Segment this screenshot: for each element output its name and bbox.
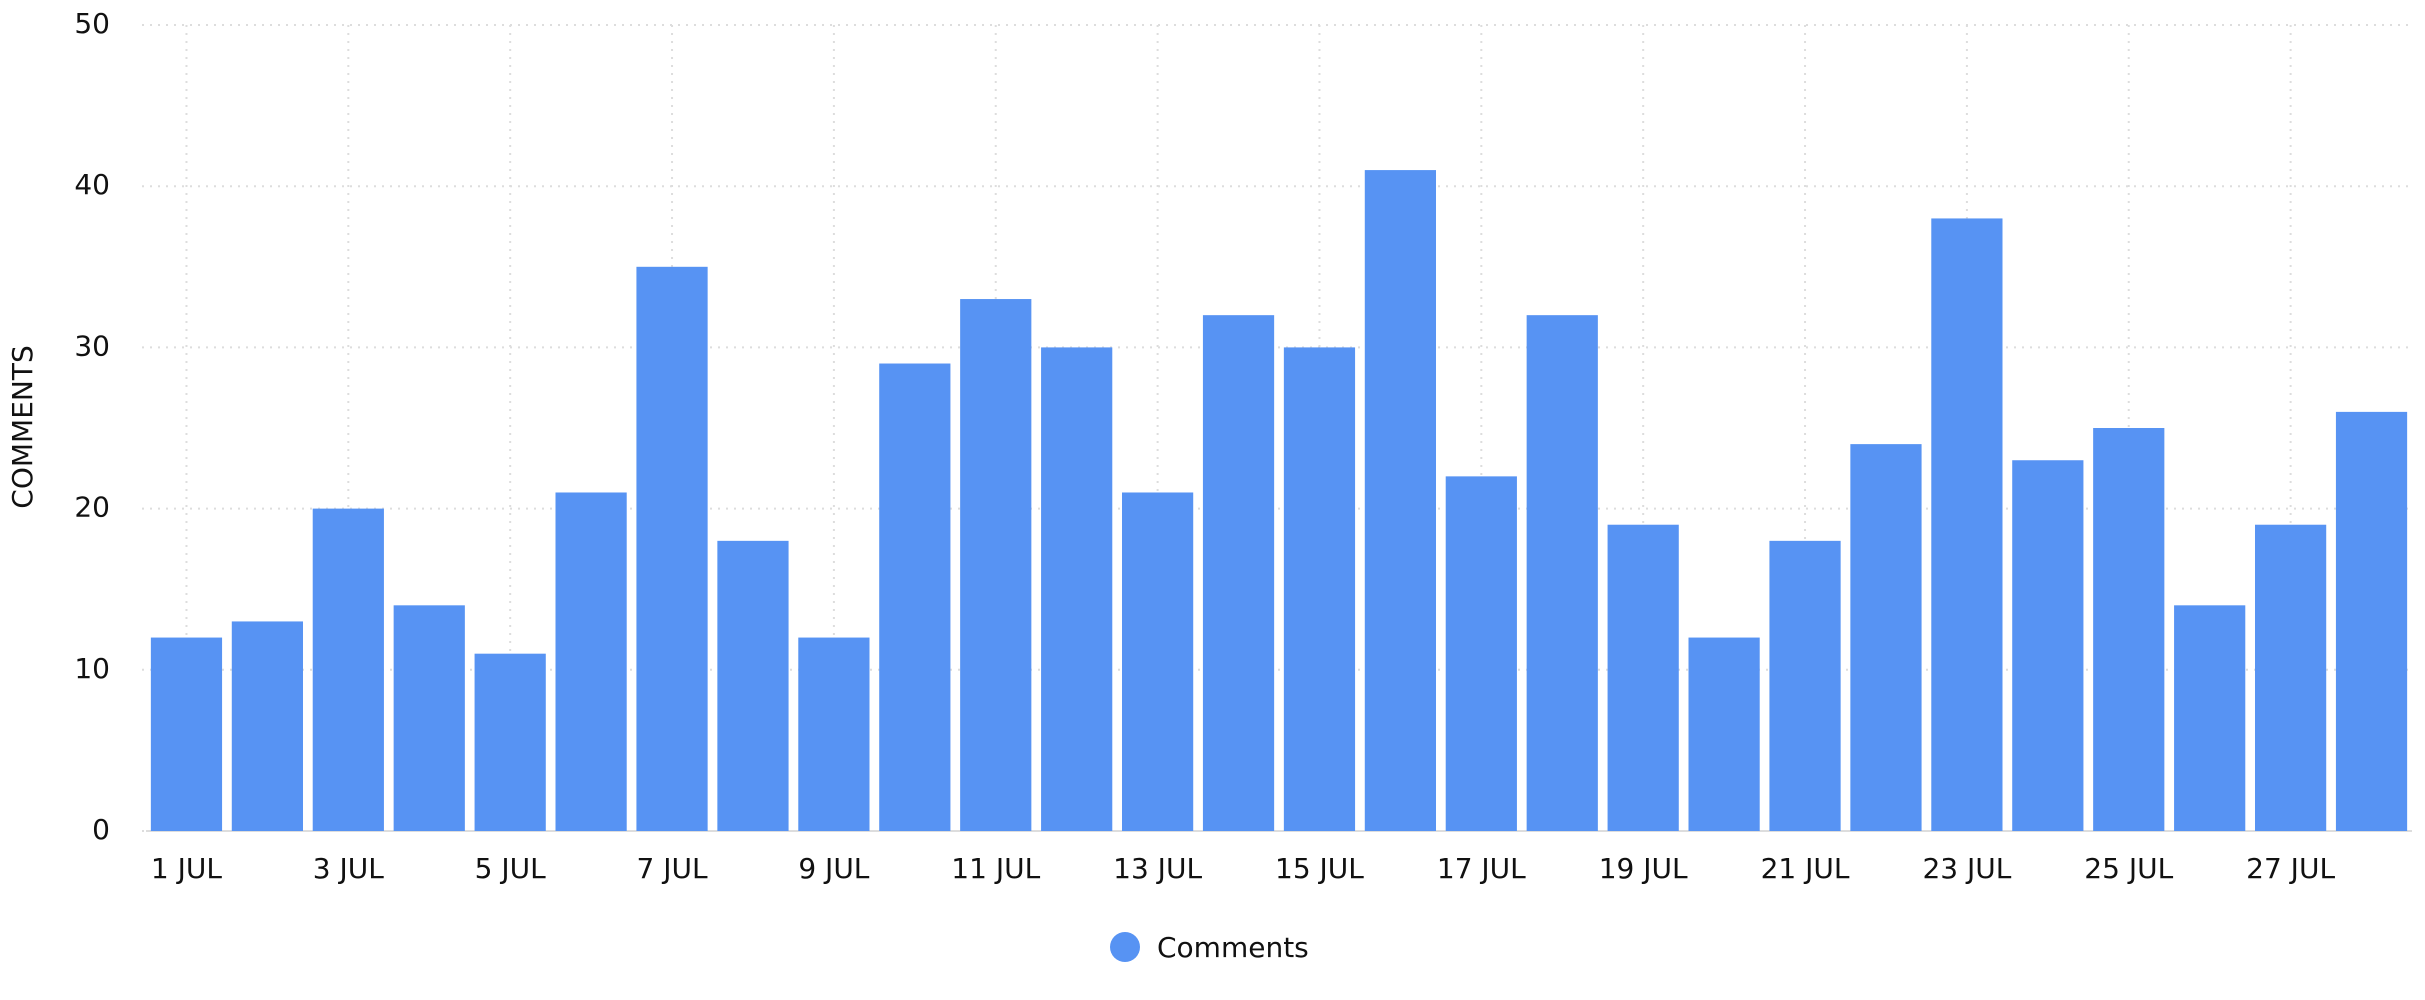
bar [1121, 492, 1194, 831]
bar [555, 492, 627, 831]
x-tick-label: 15 JUL [1275, 852, 1364, 885]
x-tick-label: 13 JUL [1113, 852, 1202, 885]
bar [1688, 637, 1760, 831]
x-tick-label: 23 JUL [1922, 852, 2011, 885]
bar [1041, 347, 1113, 831]
y-tick-label: 40 [74, 168, 110, 201]
y-tick-label: 20 [74, 491, 110, 524]
y-tick-label: 50 [74, 7, 110, 40]
x-tick-label: 19 JUL [1599, 852, 1688, 885]
y-axis-title: COMMENTS [6, 345, 39, 508]
bar [231, 621, 304, 831]
bar [1769, 540, 1841, 831]
bar [636, 266, 708, 831]
x-tick-label: 21 JUL [1761, 852, 1850, 885]
bar [474, 653, 546, 831]
x-tick-label: 3 JUL [313, 852, 384, 885]
bar [1202, 315, 1275, 831]
x-tick-label: 5 JUL [475, 852, 546, 885]
bar [1607, 524, 1679, 831]
x-tick-label: 17 JUL [1437, 852, 1526, 885]
bar [960, 299, 1032, 831]
y-tick-label: 10 [74, 652, 110, 685]
bar [717, 540, 789, 831]
bar [2012, 460, 2084, 831]
bar [2174, 605, 2246, 831]
bar [150, 637, 223, 831]
x-tick-label: 7 JUL [636, 852, 707, 885]
x-tick-label: 9 JUL [798, 852, 869, 885]
bar [393, 605, 465, 831]
bar [2254, 524, 2327, 831]
bar [1445, 476, 1517, 831]
bar [1526, 315, 1598, 831]
bar [2335, 411, 2408, 831]
bar [1931, 218, 2003, 831]
bar [1283, 347, 1356, 831]
x-tick-label: 27 JUL [2246, 852, 2335, 885]
legend-marker [1110, 932, 1140, 962]
legend-label: Comments [1157, 931, 1309, 964]
bar [798, 637, 870, 831]
y-tick-label: 0 [92, 813, 110, 846]
x-tick-label: 11 JUL [951, 852, 1040, 885]
x-tick-label: 25 JUL [2084, 852, 2173, 885]
bar [1364, 170, 1437, 831]
bar [312, 508, 384, 831]
bar [879, 363, 951, 831]
x-tick-label: 1 JUL [151, 852, 222, 885]
bar [1850, 444, 1922, 831]
bar [2093, 428, 2165, 831]
y-tick-label: 30 [74, 329, 110, 362]
